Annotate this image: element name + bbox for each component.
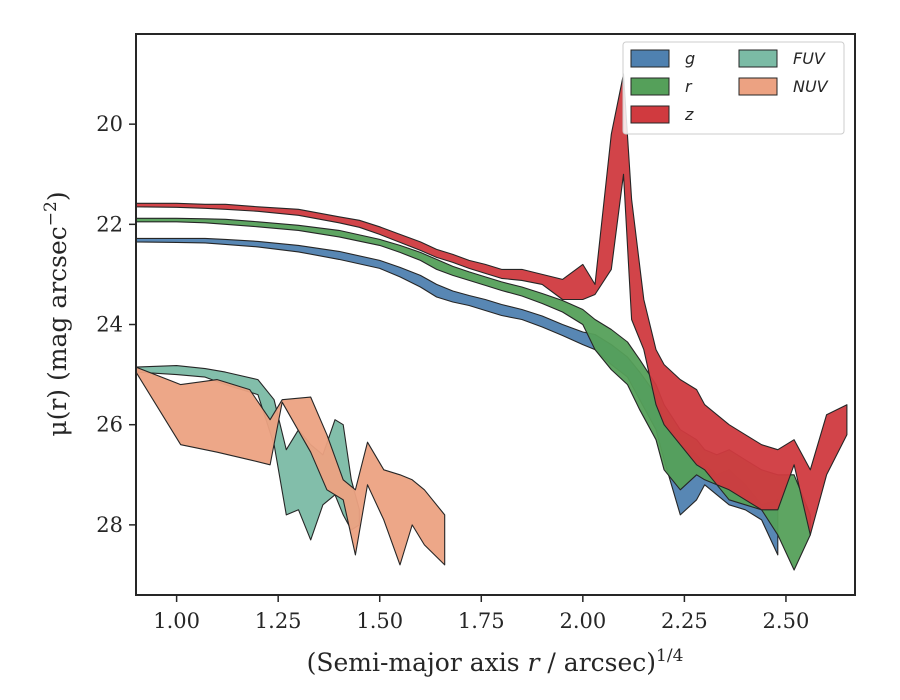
y-tick-label: 24 [96, 313, 123, 337]
x-axis-label: (Semi-major axis r / arcsec)1/4 [307, 646, 684, 677]
legend-label-NUV: NUV [793, 77, 829, 96]
legend-swatch-r [630, 77, 670, 96]
x-tick-label: 2.50 [763, 609, 810, 633]
y-tick-label: 26 [96, 413, 123, 437]
legend-frame [622, 41, 845, 135]
legend-swatch-g [630, 49, 670, 68]
y-tick-label: 20 [96, 112, 123, 136]
x-axis: 1.00 1.25 1.50 1.75 2.00 2.25 2.50 [153, 595, 809, 633]
x-tick-label: 2.25 [661, 609, 708, 633]
legend-label-r: r [685, 77, 693, 96]
legend-label-g: g [685, 49, 695, 68]
y-axis-label: μ(r) (mag arcsec−2) [41, 191, 72, 436]
x-tick-label: 1.25 [255, 609, 302, 633]
legend-label-z: z [684, 105, 694, 124]
legend: grz FUV NUV [622, 41, 845, 135]
band-NUV [136, 366, 446, 566]
plot-frame [135, 33, 856, 596]
x-tick-label: 1.50 [356, 609, 403, 633]
y-tick-label: 28 [96, 513, 123, 537]
legend-swatch-z [630, 105, 670, 124]
series-bands [136, 73, 848, 571]
x-tick-label: 1.00 [153, 609, 200, 633]
legend-swatch-NUV [738, 77, 778, 96]
band-z [136, 73, 848, 536]
y-tick-label: 22 [96, 212, 123, 236]
legend-swatch-FUV [738, 49, 778, 68]
y-axis: 20 22 24 26 28 [96, 112, 136, 537]
x-tick-label: 2.00 [559, 609, 606, 633]
x-tick-label: 1.75 [458, 609, 505, 633]
legend-label-FUV: FUV [793, 49, 826, 68]
